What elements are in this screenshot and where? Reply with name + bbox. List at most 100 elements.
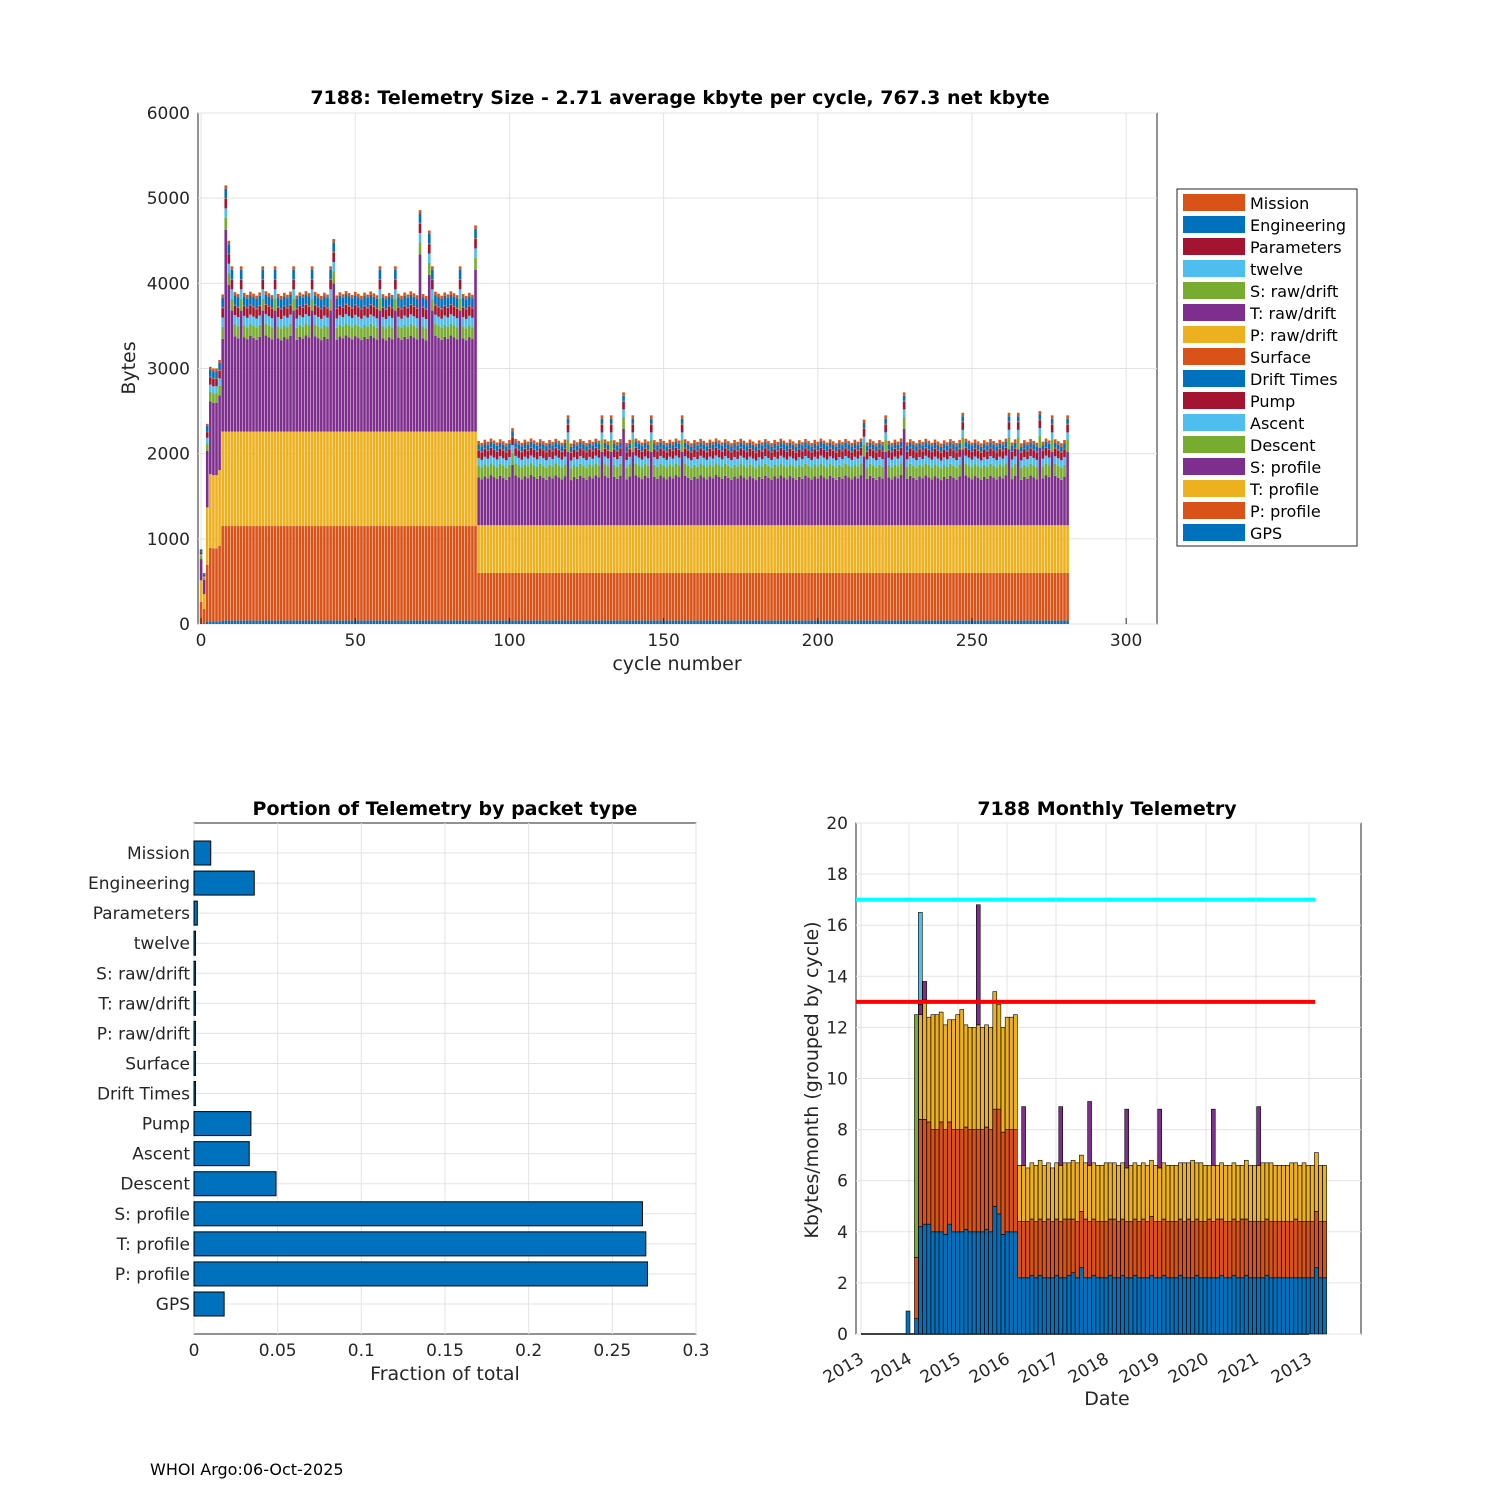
cycle-bar-segment: [301, 297, 305, 308]
cycle-bar-segment: [819, 475, 823, 526]
cycle-bar-segment: [353, 324, 357, 337]
cycle-bar-segment: [335, 318, 339, 328]
cycle-bar-segment: [1063, 620, 1066, 624]
cycle-bar-segment: [813, 449, 817, 457]
cycle-bar-segment: [696, 451, 699, 460]
cycle-bar-segment: [418, 620, 422, 624]
cycle-bar-segment: [625, 525, 628, 573]
cycle-bar-segment: [804, 475, 807, 526]
cycle-bar-segment: [952, 620, 955, 624]
cycle-bar-segment: [523, 448, 527, 457]
cycle-bar-segment: [958, 439, 961, 444]
cycle-bar-segment: [286, 327, 289, 340]
cycle-bar-segment: [730, 446, 733, 452]
cycle-bar-segment: [270, 431, 274, 527]
cycle-bar-segment: [307, 293, 311, 297]
cycle-bar-segment: [591, 525, 595, 573]
cycle-bar-segment: [1016, 412, 1020, 417]
cycle-bar-segment: [548, 572, 551, 621]
cycle-bar-segment: [221, 431, 224, 527]
cycle-bar-segment: [1013, 620, 1017, 624]
cycle-bar-segment: [754, 452, 758, 461]
cycle-bar-segment: [415, 308, 419, 319]
cycle-bar-segment: [622, 417, 625, 429]
cycle-bar-segment: [397, 316, 400, 327]
br-bar-segment: [1297, 1165, 1303, 1222]
cycle-bar-segment: [483, 464, 487, 477]
cycle-bar-segment: [434, 305, 437, 315]
cycle-bar-segment: [480, 446, 484, 452]
cycle-bar-segment: [918, 525, 921, 573]
cycle-bar-segment: [782, 572, 786, 621]
cycle-bar-segment: [693, 620, 696, 624]
cycle-bar-segment: [998, 476, 1002, 526]
cycle-bar-segment: [619, 456, 622, 464]
cycle-bar-segment: [1020, 525, 1023, 573]
cycle-bar-segment: [976, 450, 980, 459]
cycle-bar-segment: [939, 620, 943, 624]
cycle-bar-segment: [246, 307, 249, 309]
cycle-bar-segment: [212, 371, 215, 379]
cycle-bar-segment: [813, 464, 817, 477]
cycle-bar-segment: [517, 572, 521, 621]
cycle-bar-segment: [785, 525, 789, 573]
cycle-bar-segment: [637, 465, 641, 478]
cycle-bar-segment: [320, 295, 323, 300]
cycle-bar-segment: [394, 279, 397, 290]
cycle-bar-segment: [717, 440, 721, 444]
cycle-bar-segment: [875, 467, 878, 480]
cycle-bar: [924, 438, 928, 624]
cycle-bar: [209, 366, 212, 624]
legend-swatch: [1183, 282, 1245, 299]
cycle-bar-segment: [458, 279, 462, 290]
legend-swatch: [1183, 392, 1245, 409]
bl-bar: [193, 1171, 277, 1197]
cycle-bar: [921, 441, 924, 624]
br-bar-segment: [963, 1024, 969, 1128]
legend-label: twelve: [1250, 260, 1303, 279]
cycle-bar-segment: [921, 620, 924, 624]
legend-label: T: raw/drift: [1249, 304, 1336, 323]
cycle-bar-segment: [390, 298, 394, 308]
cycle-bar-segment: [452, 296, 456, 306]
cycle-bar: [748, 439, 752, 624]
cycle-bar-segment: [597, 477, 601, 526]
cycle-bar-segment: [591, 441, 595, 446]
cycle-bar-segment: [498, 439, 502, 443]
cycle-bar-segment: [332, 242, 335, 252]
cycle-bar-segment: [215, 371, 218, 379]
cycle-bar-segment: [276, 307, 280, 317]
br-bar-segment: [1112, 1162, 1117, 1220]
cycle-bar-segment: [924, 620, 928, 624]
cycle-bar-segment: [924, 447, 928, 449]
cycle-bar-segment: [733, 439, 736, 444]
cycle-bar-segment: [258, 526, 261, 621]
br-x-ticks: 2013 2014 2015 2016 2017 2018 2019 2020 2021 2013: [820, 1349, 1315, 1388]
cycle-bar-segment: [1004, 447, 1008, 448]
cycle-bar-segment: [236, 526, 240, 621]
cycle-bar: [384, 296, 388, 624]
cycle-bar-segment: [662, 450, 665, 458]
cycle-bar-segment: [279, 620, 283, 624]
cycle-bar-segment: [369, 526, 372, 621]
br-bar-segment: [1046, 1277, 1051, 1335]
br-bar-segment: [930, 1231, 936, 1335]
cycle-bar-segment: [711, 572, 715, 621]
cycle-bar-segment: [838, 449, 841, 458]
cycle-bar-segment: [588, 448, 591, 450]
cycle-bar-segment: [834, 446, 838, 452]
cycle-bar-segment: [757, 440, 761, 444]
cycle-bar: [202, 572, 206, 624]
cycle-bar-segment: [418, 254, 422, 432]
cycle-bar-segment: [258, 292, 261, 296]
cycle-bar-segment: [868, 475, 872, 526]
bl-category-label: Parameters: [93, 904, 190, 924]
cycle-bar-segment: [643, 572, 647, 621]
cycle-bar-segment: [646, 441, 650, 445]
cycle-bar-segment: [671, 451, 675, 459]
cycle-bar-segment: [831, 458, 835, 467]
cycle-bar-segment: [372, 325, 376, 338]
cycle-bar-segment: [653, 464, 656, 477]
cycle-bar-segment: [310, 431, 314, 527]
cycle-bar-segment: [628, 464, 632, 477]
